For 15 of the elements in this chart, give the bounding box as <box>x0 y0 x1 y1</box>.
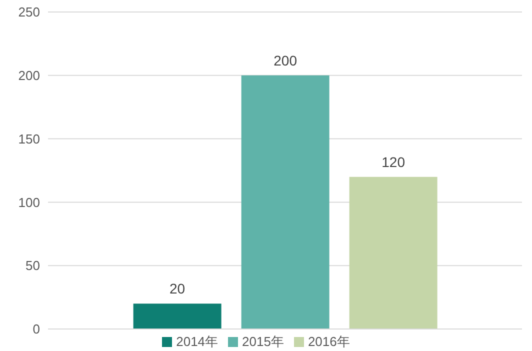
data-label: 20 <box>170 280 186 297</box>
data-label: 120 <box>382 154 406 170</box>
bar <box>349 176 438 329</box>
y-tick-label: 200 <box>18 68 40 84</box>
y-tick-label: 250 <box>18 4 40 20</box>
bar <box>241 75 330 329</box>
legend-label: 2015年 <box>242 334 284 349</box>
data-label: 200 <box>274 52 298 68</box>
y-tick-label: 50 <box>26 258 40 274</box>
bar <box>133 304 222 329</box>
y-tick-label: 150 <box>18 131 40 146</box>
y-tick-label: 100 <box>18 194 40 210</box>
y-tick-label: 0 <box>32 322 40 337</box>
legend-label: 2016年 <box>308 334 350 349</box>
legend-label: 2014年 <box>176 334 218 349</box>
